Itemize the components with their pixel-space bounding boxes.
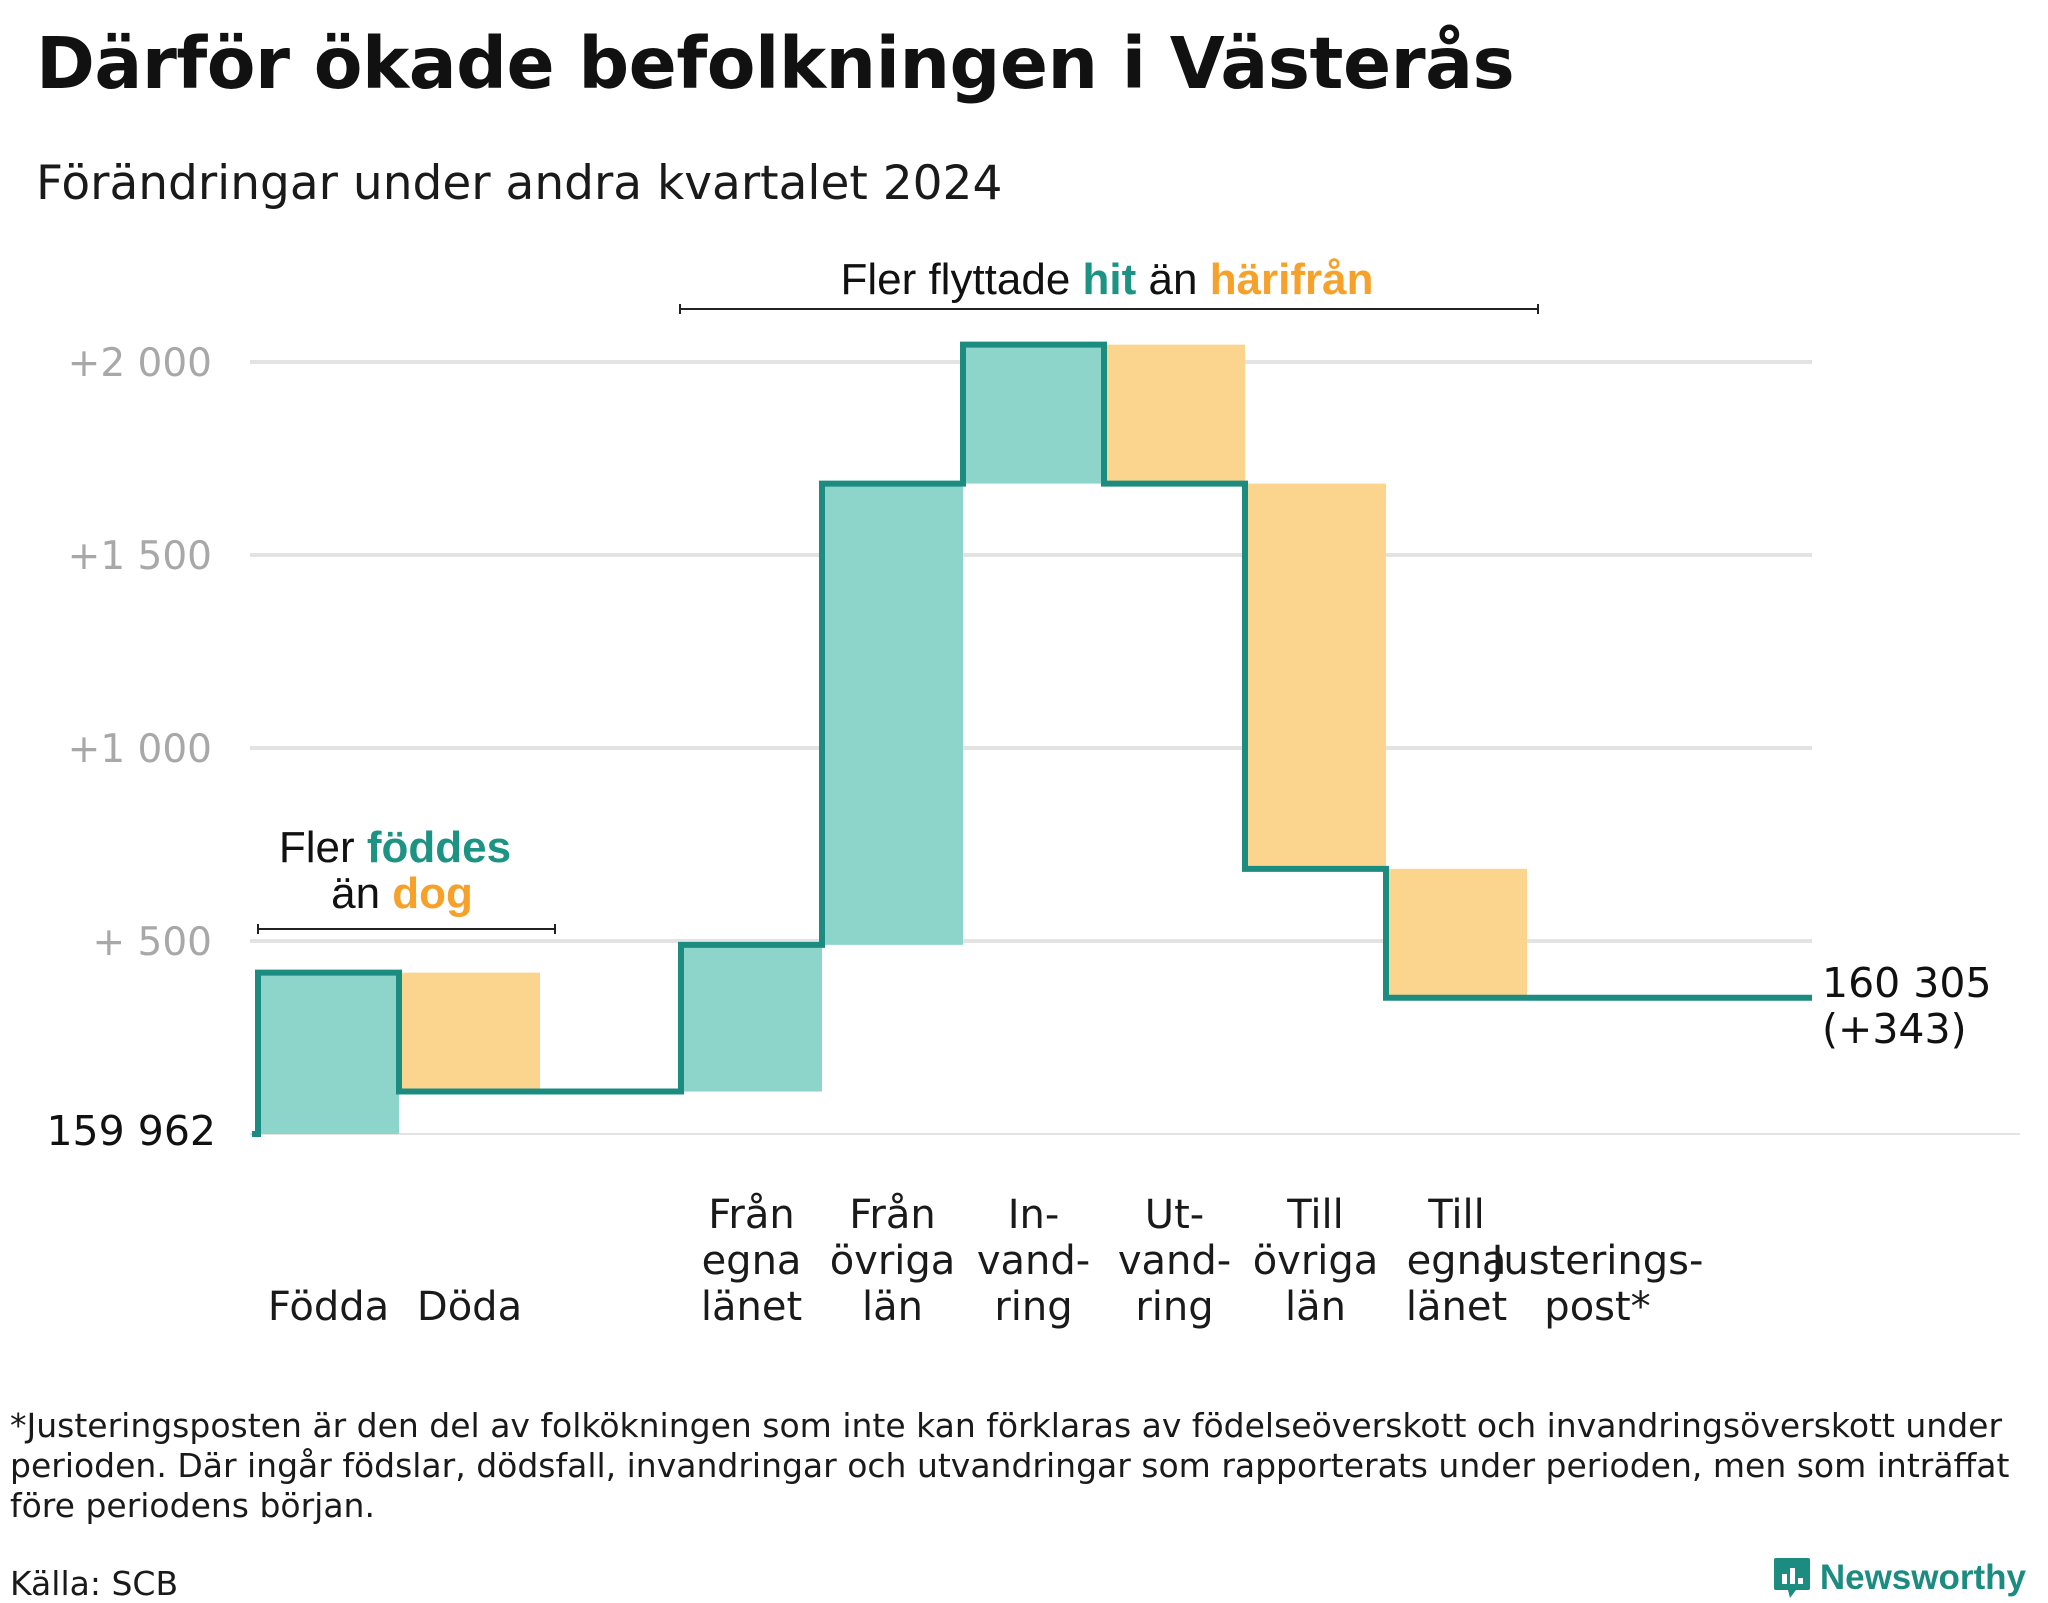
bar-frånövrigalän [822, 483, 963, 945]
x-axis-label: In- [1008, 1192, 1060, 1238]
brand-logo: Newsworthy [1772, 1556, 2026, 1600]
deaths-highlight: dog [392, 869, 473, 918]
births-annotation: Fler föddes än dog [257, 823, 556, 934]
x-axis-label: ring [1135, 1284, 1213, 1330]
bar-tillövrigalän [1245, 483, 1386, 869]
x-axis-label: Justerings- [1489, 1238, 1704, 1284]
migration-out-highlight: härifrån [1210, 255, 1374, 304]
grid-lines [250, 360, 2020, 1135]
bar-födda [258, 972, 399, 1134]
x-axis-label: län [862, 1284, 923, 1330]
y-tick-label: +2 000 [68, 341, 212, 386]
end-value-label: 160 305 [1822, 959, 1992, 1007]
x-axis-label: Till [1286, 1192, 1344, 1238]
x-axis-label: län [1285, 1284, 1346, 1330]
migration-annotation-text: Fler flyttade [840, 255, 1082, 304]
bar-frånegnalänet [681, 944, 822, 1092]
migration-annotation-mid: än [1136, 255, 1209, 304]
x-axis-label: länet [701, 1284, 802, 1330]
chart-title: Därför ökade befolkningen i Västerås [36, 22, 1515, 105]
bar-in-vand-ring [963, 344, 1104, 484]
x-axis-label: post* [1544, 1284, 1650, 1330]
bar-döda [399, 972, 540, 1092]
y-axis-ticks: + 500 +1 000 +1 500 +2 000 [68, 341, 212, 965]
bars [258, 344, 1527, 1134]
births-annotation-text: Fler [279, 823, 367, 872]
x-axis-label: egna [702, 1238, 802, 1284]
brand-name: Newsworthy [1819, 1558, 2026, 1597]
y-tick-label: +1 000 [68, 727, 212, 772]
svg-text:Fler flyttade hit än härifrån: Fler flyttade hit än härifrån [840, 255, 1373, 304]
running-total-step-line [252, 341, 1812, 1137]
y-tick-label: + 500 [92, 920, 212, 965]
migration-in-highlight: hit [1083, 255, 1137, 304]
bar-ut-vand-ring [1104, 344, 1245, 484]
newsworthy-logo-icon [1773, 1558, 1810, 1598]
x-axis-label: Från [708, 1192, 794, 1238]
migration-annotation: Fler flyttade hit än härifrån [679, 255, 1539, 314]
x-axis-label: Döda [417, 1284, 522, 1330]
deaths-annotation-text: än [331, 869, 392, 918]
x-axis-label: länet [1406, 1284, 1507, 1330]
footnote: *Justeringsposten är den del av folkökni… [10, 1406, 2010, 1525]
x-axis-label: Ut- [1145, 1192, 1204, 1238]
end-change-label: (+343) [1822, 1005, 1967, 1053]
x-axis-label: ring [994, 1284, 1072, 1330]
x-axis-label: vand- [1118, 1238, 1231, 1284]
births-highlight: föddes [367, 823, 511, 872]
start-value-label: 159 962 [46, 1107, 216, 1155]
bar-tillegnalänet [1386, 868, 1527, 998]
waterfall-chart: + 500+1 000+1 500+2 000 Födda DödaFrånegn… [46, 255, 2020, 1330]
x-axis-label: övriga [830, 1238, 956, 1284]
x-axis-label: Från [849, 1192, 935, 1238]
source-label: Källa: SCB [10, 1564, 179, 1603]
x-axis-label: vand- [977, 1238, 1090, 1284]
svg-text:än dog: än dog [331, 869, 473, 918]
x-axis-label: Till [1427, 1192, 1485, 1238]
y-tick-label: +1 500 [68, 534, 212, 579]
x-axis-label: övriga [1253, 1238, 1379, 1284]
svg-text:Fler föddes: Fler föddes [279, 823, 511, 872]
x-axis-labels: Födda DödaFrånegnalänetFrånövrigalänIn-va… [268, 1192, 1704, 1330]
migration-bracket [679, 304, 1539, 314]
births-bracket [257, 924, 556, 934]
x-axis-label: Födda [268, 1284, 389, 1330]
chart-subtitle: Förändringar under andra kvartalet 2024 [36, 156, 1003, 211]
x-axis-label: egna [1407, 1238, 1507, 1284]
